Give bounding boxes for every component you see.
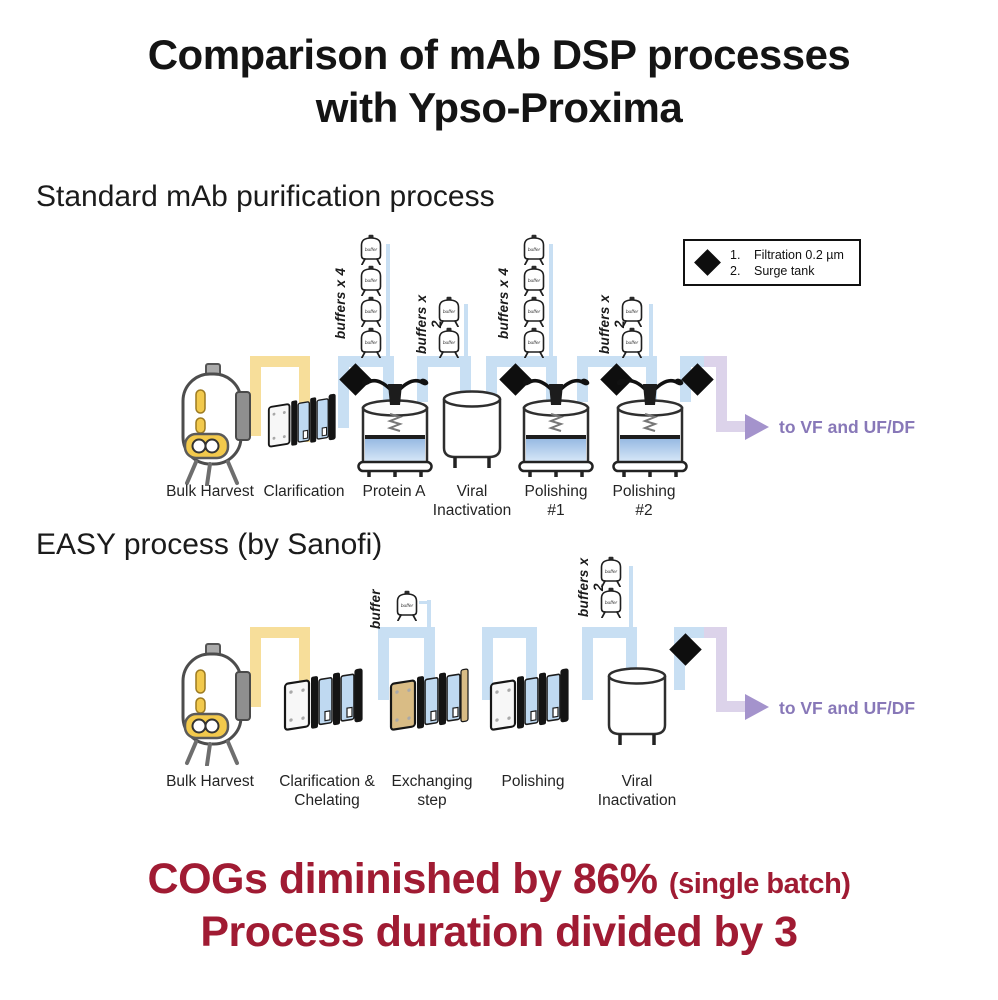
page-title-line2: with Ypso-Proxima <box>315 84 683 131</box>
pipe-segment <box>378 627 389 700</box>
step-label: Polishing #2 <box>612 483 676 519</box>
buffer-feed-line <box>427 600 431 627</box>
page-title-line1: Comparison of mAb DSP processes <box>147 31 851 78</box>
footer-line1-main: COGs diminished by 86% <box>147 855 658 903</box>
footer-line1-note: (single batch) <box>668 868 851 900</box>
pipe-segment <box>250 356 310 367</box>
pipe-segment <box>250 627 310 638</box>
legend-item-number: 1. <box>730 247 741 262</box>
pipe-segment <box>716 701 747 712</box>
buffer-feed-line <box>549 244 553 356</box>
pipe-segment <box>486 356 497 400</box>
easy-process-heading: EASY process (by Sanofi) <box>36 528 383 561</box>
legend-item-number: 2. <box>730 263 741 278</box>
easy-output-label: to VF and UF/DF <box>779 698 916 718</box>
legend-item-label: Filtration 0.2 µm <box>754 247 844 262</box>
bioreactor-icon <box>166 640 258 766</box>
chromatography-column-icon <box>612 374 688 478</box>
filter-cassette-icon <box>267 393 337 451</box>
chromatography-column-icon <box>518 374 594 478</box>
standard-output-label: to VF and UF/DF <box>779 417 916 437</box>
step-label: Polishing #1 <box>524 483 588 519</box>
filter-cassette-icon <box>389 664 477 736</box>
footer-line2: Process duration divided by 3 <box>200 908 798 956</box>
buffer-tank-stack <box>523 234 545 358</box>
pipe-segment <box>646 356 657 402</box>
buffer-group-label: buffers x 2 <box>414 294 444 354</box>
step-label: Clarification & Chelating <box>279 773 375 809</box>
pipe-segment <box>383 356 394 402</box>
legend-item-label: Surge tank <box>754 263 815 278</box>
pipe-segment <box>716 627 727 712</box>
pipe-segment <box>680 356 706 367</box>
buffer-feed-line <box>649 304 653 356</box>
pipe-segment <box>417 356 471 367</box>
step-label: Viral Inactivation <box>597 773 677 809</box>
buffer-feed-line <box>386 244 390 356</box>
step-label: Exchanging step <box>391 773 473 809</box>
pipe-segment <box>299 627 310 713</box>
buffer-group-label: buffers x 4 <box>333 267 348 339</box>
pipe-segment <box>482 627 493 700</box>
legend-list: 1. Filtration 0.2 µm 2. Surge tank <box>730 247 844 279</box>
pipe-segment <box>250 356 261 436</box>
tank-icon <box>606 664 668 748</box>
footer-line1: COGs diminished by 86% (single batch) <box>0 855 998 904</box>
flow-arrow-icon <box>745 694 769 720</box>
buffer-feed-line <box>629 566 633 627</box>
pipe-segment <box>338 356 349 428</box>
flow-arrow-icon <box>745 414 769 440</box>
step-label: Protein A <box>362 483 426 500</box>
pipe-segment <box>716 421 747 432</box>
page-title: Comparison of mAb DSP processes with Yps… <box>0 28 998 134</box>
pipe-segment <box>526 627 537 700</box>
buffer-feed-line <box>464 304 468 356</box>
pipe-segment <box>704 627 727 638</box>
legend-item: 2. Surge tank <box>730 263 844 279</box>
buffer-feed-line <box>419 601 429 604</box>
buffer-group-label: buffer <box>368 589 383 629</box>
standard-process-heading: Standard mAb purification process <box>36 180 495 213</box>
step-label: Bulk Harvest <box>166 773 254 790</box>
buffer-group-label: buffers x 2 <box>597 294 627 354</box>
pipe-segment <box>577 356 657 367</box>
pipe-segment <box>378 627 435 638</box>
step-label: Bulk Harvest <box>166 483 254 500</box>
pipe-segment <box>582 627 593 700</box>
pipe-segment <box>546 356 557 402</box>
buffer-tank-stack <box>360 234 382 358</box>
chromatography-column-icon <box>357 374 433 478</box>
step-label: Polishing <box>501 773 565 790</box>
pipe-segment <box>482 627 537 638</box>
tank-icon <box>441 387 503 471</box>
legend-item: 1. Filtration 0.2 µm <box>730 247 844 263</box>
pipe-segment <box>486 356 557 367</box>
pipe-segment <box>704 356 727 367</box>
step-label: Viral Inactivation <box>432 483 512 519</box>
pipe-segment <box>716 356 727 432</box>
pipe-segment <box>299 356 310 442</box>
buffer-group-label: buffers x 4 <box>496 267 511 339</box>
pipe-segment <box>460 356 471 400</box>
filtration-diamond-icon <box>694 249 721 276</box>
pipe-segment <box>250 627 261 707</box>
pipe-segment <box>626 627 637 678</box>
buffer-group-label: buffers x 2 <box>576 557 606 617</box>
legend: 1. Filtration 0.2 µm 2. Surge tank <box>683 239 861 286</box>
pipe-segment <box>582 627 637 638</box>
pipe-segment <box>424 627 435 700</box>
filter-cassette-icon <box>283 664 371 736</box>
bioreactor-icon <box>166 360 258 486</box>
step-label: Clarification <box>263 483 345 500</box>
filter-cassette-icon <box>489 664 577 736</box>
pipe-segment <box>674 627 706 638</box>
pipe-segment <box>338 356 394 367</box>
buffer-tank-stack <box>396 590 418 621</box>
